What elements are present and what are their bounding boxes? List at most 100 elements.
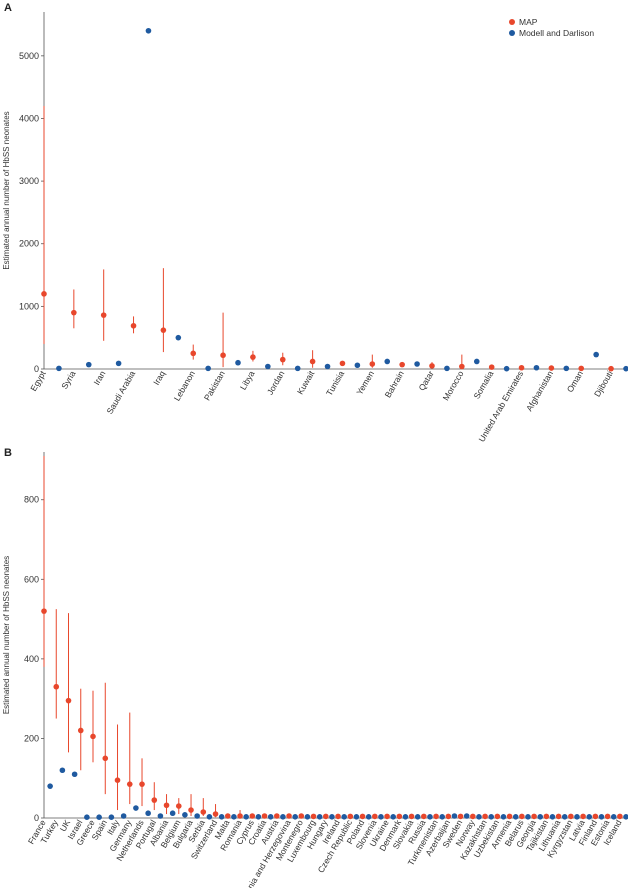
panel-b-map-point (286, 813, 292, 819)
panel-b-modell-point (71, 771, 78, 778)
panel-b-map-point (139, 781, 145, 787)
panel-a-category-label-tunisia: Tunisia (324, 369, 346, 398)
panel-b-map-point (102, 755, 109, 762)
panel-a-category-label-kuwait: Kuwait (295, 368, 317, 396)
panel-a-category-label-egypt: Egypt (28, 368, 48, 392)
panel-a-category-label-qatar: Qatar (416, 369, 435, 393)
panel-b-modell-point (304, 814, 311, 820)
panel-a-modell-point (444, 365, 450, 372)
panel-a-y-tick-label: 4000 (19, 113, 39, 123)
panel-a-map-point (41, 291, 47, 297)
panel-b-modell-point (316, 814, 323, 820)
panel-a-map-point (309, 358, 316, 365)
panel-a-modell-point (294, 365, 301, 372)
panel-b-y-tick-label: 200 (24, 733, 39, 743)
panel-a-category-label-jordan: Jordan (265, 369, 287, 397)
panel-b-modell-point (84, 814, 90, 821)
panel-b-modell-point (402, 814, 409, 820)
panel-b-modell-point (280, 814, 286, 820)
panel-a-category-label-afghanistan: Afghanistan (524, 369, 555, 413)
panel-b-modell-point (463, 813, 470, 819)
panel-a-modell-point (354, 362, 361, 369)
panel-a-category-label-djibouti: Djibouti (592, 369, 615, 399)
panel-a-category-label-libya: Libya (238, 369, 257, 392)
panel-b-modell-point (378, 814, 384, 820)
panel-b-map-point (568, 813, 574, 820)
panel-b-map-point (433, 813, 439, 820)
panel-b-modell-point (353, 814, 360, 820)
panel-b-map-point (298, 813, 305, 819)
panel-b-modell-point (206, 814, 213, 820)
panel-b-modell-point (329, 814, 335, 820)
panel-a-modell-point (533, 364, 540, 371)
panel-b-modell-point (439, 814, 446, 820)
panel-a-category-label-saudi-arabia: Saudi Arabia (105, 369, 138, 416)
panel-a-map-point (339, 360, 346, 367)
panel-b-y-tick-label: 600 (24, 574, 39, 584)
panel-b-map-point (384, 813, 390, 820)
panel-a-category-label-somalia: Somalia (471, 369, 495, 401)
panel-b-modell-point (574, 814, 580, 820)
panel-b-y-tick-label: 0 (34, 813, 39, 823)
panel-b-modell-point (108, 814, 115, 821)
panel-b-map-point (347, 813, 354, 820)
panel-b-map-point (372, 813, 378, 820)
panel-b-map-point (457, 813, 464, 820)
panel-b-map-point (335, 813, 341, 820)
panel-b-modell-point (157, 813, 164, 819)
panel-b: 0 200 400 600 800 Estimated annual number of … (2, 452, 628, 888)
panel-a-category-label-iran: Iran (91, 369, 107, 387)
panel-a-y-tick-label: 1000 (19, 301, 39, 311)
panel-b-map-point (445, 813, 452, 820)
panel-a-map-point (130, 322, 137, 329)
panel-b-map-point (90, 733, 96, 740)
panel-b-map-point (359, 813, 366, 820)
panel-b-map-point (224, 813, 231, 819)
panel-b-map-point (555, 813, 562, 820)
panel-b-map-point (482, 813, 488, 820)
panel-b-modell-point (267, 814, 274, 820)
panel-a-modell-point (324, 363, 331, 370)
panel-a-map-point (429, 363, 435, 369)
panel-b-map-point (65, 697, 72, 704)
panel-a-category-label-oman: Oman (565, 369, 585, 394)
panel-b-map-point (249, 813, 256, 819)
panel-b-modell-point (243, 814, 249, 820)
panel-a-y-tick-label: 0 (34, 364, 39, 374)
panel-b-modell-point (525, 814, 531, 820)
panel-b-modell-point (549, 814, 556, 820)
legend-modell-swatch (509, 30, 515, 36)
panel-b-modell-point (598, 814, 605, 820)
panel-b-map-point (77, 727, 84, 734)
panel-a-modell-point (265, 363, 271, 370)
panel-a-map-point (459, 363, 465, 370)
panel-a-modell-point (145, 27, 152, 34)
legend-map-swatch (509, 19, 515, 25)
panel-b-y-tick-label: 800 (24, 495, 39, 505)
panel-b-map-point (494, 813, 501, 820)
panel-b-map-point (519, 813, 525, 820)
panel-a-map-point (160, 327, 167, 333)
panel-b-modell-point (390, 814, 397, 820)
panel-b-modell-point (292, 814, 298, 820)
panel-b-map-point (200, 809, 207, 815)
panel-a-modell-point (85, 361, 92, 368)
panel-a-category-label-bahrain: Bahrain (383, 369, 406, 400)
panel-a-map-point (518, 364, 525, 371)
panel-b-modell-point (47, 783, 53, 789)
panel-b-modell-point (586, 814, 593, 820)
panel-b-modell-point (182, 812, 188, 818)
panel-b-map-point (408, 813, 415, 820)
panel-b-map-point (237, 813, 243, 819)
panel-b-modell-point (512, 814, 519, 820)
panel-b-modell-point (194, 813, 200, 819)
panel-a: 0 1000 2000 3000 4000 5000 Estimated annual nu… (2, 12, 628, 444)
panel-a-map-point (608, 365, 614, 372)
panel-b-map-point (188, 807, 194, 813)
panel-b-map-point (53, 683, 60, 690)
panel-a-label: A (4, 2, 12, 14)
panel-b-y-tick-label: 400 (24, 654, 39, 664)
panel-b-map-point (421, 813, 427, 820)
legend-map-label: MAP (519, 17, 538, 27)
